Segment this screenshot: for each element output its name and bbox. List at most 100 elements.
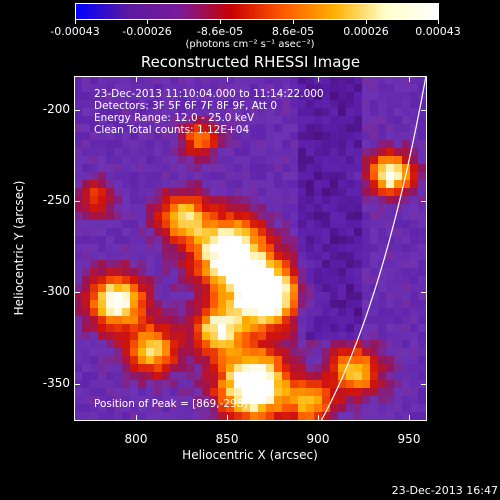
image-pixel: [330, 116, 339, 125]
image-pixel: [250, 116, 259, 125]
image-pixel: [106, 396, 115, 405]
image-pixel: [306, 148, 315, 157]
image-pixel: [282, 108, 291, 117]
image-pixel: [410, 324, 419, 333]
image-pixel: [306, 76, 315, 85]
y-tick: [74, 110, 80, 111]
image-pixel: [98, 276, 107, 285]
image-pixel: [202, 92, 211, 101]
image-pixel: [242, 124, 251, 133]
image-pixel: [178, 260, 187, 269]
image-pixel: [90, 300, 99, 309]
image-pixel: [106, 292, 115, 301]
image-pixel: [82, 92, 91, 101]
image-pixel: [330, 252, 339, 261]
annotation-time-range: 23-Dec-2013 11:10:04.000 to 11:14:22.000: [94, 88, 324, 100]
image-pixel: [106, 340, 115, 349]
image-pixel: [186, 324, 195, 333]
image-pixel: [122, 276, 131, 285]
image-pixel: [114, 380, 123, 389]
image-pixel: [242, 244, 251, 253]
image-pixel: [426, 292, 427, 301]
image-pixel: [82, 268, 91, 277]
image-pixel: [98, 396, 107, 405]
image-pixel: [346, 316, 355, 325]
image-pixel: [306, 172, 315, 181]
image-pixel: [234, 388, 243, 397]
image-pixel: [258, 124, 267, 133]
image-pixel: [210, 396, 219, 405]
image-pixel: [386, 284, 395, 293]
image-pixel: [346, 340, 355, 349]
image-pixel: [74, 164, 83, 173]
image-pixel: [74, 100, 83, 109]
image-pixel: [322, 412, 331, 421]
image-pixel: [90, 316, 99, 325]
image-pixel: [426, 188, 427, 197]
image-pixel: [402, 212, 411, 221]
image-pixel: [306, 196, 315, 205]
image-pixel: [186, 220, 195, 229]
image-pixel: [146, 228, 155, 237]
image-pixel: [106, 156, 115, 165]
image-pixel: [194, 268, 203, 277]
image-pixel: [178, 100, 187, 109]
colorbar-tick: [147, 20, 148, 24]
image-pixel: [186, 84, 195, 93]
image-pixel: [274, 332, 283, 341]
image-pixel: [234, 260, 243, 269]
image-pixel: [186, 116, 195, 125]
image-pixel: [114, 364, 123, 373]
image-pixel: [114, 180, 123, 189]
image-pixel: [426, 116, 427, 125]
image-pixel: [170, 324, 179, 333]
image-pixel: [146, 180, 155, 189]
image-pixel: [386, 108, 395, 117]
image-pixel: [298, 316, 307, 325]
image-pixel: [346, 412, 355, 421]
image-pixel: [234, 188, 243, 197]
image-pixel: [266, 148, 275, 157]
colorbar-tick-label: -8.6e-05: [196, 25, 244, 38]
image-pixel: [226, 228, 235, 237]
image-pixel: [378, 420, 387, 421]
image-pixel: [202, 364, 211, 373]
image-pixel: [386, 204, 395, 213]
image-pixel: [162, 404, 171, 413]
image-pixel: [226, 268, 235, 277]
image-pixel: [250, 316, 259, 325]
image-pixel: [290, 364, 299, 373]
image-pixel: [410, 124, 419, 133]
image-pixel: [226, 92, 235, 101]
image-pixel: [290, 268, 299, 277]
image-pixel: [258, 92, 267, 101]
image-pixel: [354, 356, 363, 365]
image-pixel: [378, 132, 387, 141]
image-pixel: [418, 412, 427, 421]
image-pixel: [418, 164, 427, 173]
image-pixel: [178, 124, 187, 133]
image-pixel: [386, 212, 395, 221]
image-pixel: [266, 268, 275, 277]
image-pixel: [202, 316, 211, 325]
image-pixel: [178, 196, 187, 205]
image-pixel: [218, 84, 227, 93]
image-pixel: [330, 372, 339, 381]
image-pixel: [154, 252, 163, 261]
image-pixel: [378, 340, 387, 349]
image-pixel: [90, 108, 99, 117]
image-pixel: [418, 316, 427, 325]
image-pixel: [226, 260, 235, 269]
image-pixel: [354, 404, 363, 413]
image-pixel: [98, 220, 107, 229]
image-pixel: [386, 156, 395, 165]
image-pixel: [210, 84, 219, 93]
image-pixel: [346, 388, 355, 397]
image-pixel: [218, 412, 227, 421]
image-pixel: [266, 244, 275, 253]
image-pixel: [74, 372, 83, 381]
image-pixel: [314, 108, 323, 117]
image-pixel: [106, 148, 115, 157]
image-pixel: [234, 380, 243, 389]
image-pixel: [90, 164, 99, 173]
